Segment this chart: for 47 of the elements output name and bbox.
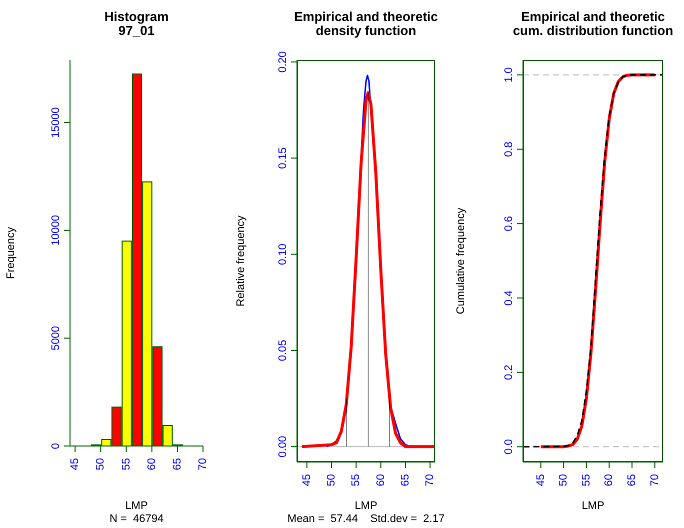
y-tick-label: 0.20 <box>277 51 289 73</box>
y-tick-label: 0.0 <box>503 439 515 454</box>
y-axis-title: Cumulative frequency <box>454 207 467 314</box>
x-tick-label: 50 <box>94 458 107 470</box>
chart-title: Empirical and theoretic <box>293 9 439 24</box>
text: Mean = 57.44 Std.dev = 2.17 <box>286 513 446 526</box>
x-tick-label: 45 <box>300 474 313 486</box>
chart-title: Histogram <box>103 9 170 24</box>
x-axis-title: LMP <box>580 500 606 513</box>
y-axis-title: Relative frequency <box>234 214 247 307</box>
y-tick-label: 0.4 <box>503 290 515 306</box>
y-tick-label: 0.00 <box>277 436 289 458</box>
x-tick-label: 65 <box>171 458 184 470</box>
chart-subtitle: cum. distribution function <box>512 23 674 38</box>
x-tick-label: 50 <box>558 474 570 486</box>
y-tick-label: 0.8 <box>503 142 515 157</box>
x-tick-label: 55 <box>350 474 362 486</box>
x-tick-label: 60 <box>603 474 616 486</box>
x-tick-label: 45 <box>534 474 547 486</box>
x-tick-label: 70 <box>197 458 209 470</box>
x-tick-label: 70 <box>648 474 661 486</box>
y-tick-label: 0.15 <box>277 147 289 169</box>
y-tick-label: 0.6 <box>503 216 515 232</box>
y-tick-label: 10000 <box>50 215 62 246</box>
x-tick-label: 55 <box>120 458 132 470</box>
chart-subtitle: 97_01 <box>118 23 155 38</box>
x-tick-label: 60 <box>374 474 387 486</box>
x-tick-label: 65 <box>626 474 638 486</box>
text: N = 46794 <box>108 513 165 526</box>
y-tick-label: 1.0 <box>503 67 515 83</box>
y-tick-label: 0.2 <box>503 364 515 380</box>
x-axis-title: LMP <box>124 500 149 513</box>
x-tick-label: 60 <box>146 458 158 470</box>
chart-title: Empirical and theoretic <box>520 9 666 24</box>
x-tick-label: 70 <box>424 474 436 486</box>
y-tick-label: 0.10 <box>277 244 289 265</box>
x-tick-label: 50 <box>326 474 338 486</box>
y-tick-label: 5000 <box>50 326 62 350</box>
x-tick-label: 45 <box>69 458 82 470</box>
x-axis-title: LMP <box>354 500 378 513</box>
chart-subtitle: density function <box>316 23 418 38</box>
y-axis-title: Frequency <box>4 226 17 279</box>
y-tick-label: 0 <box>50 442 62 450</box>
x-tick-label: 65 <box>399 474 412 486</box>
x-tick-label: 55 <box>580 474 592 486</box>
y-tick-label: 15000 <box>50 107 62 138</box>
y-tick-label: 0.05 <box>277 340 289 362</box>
